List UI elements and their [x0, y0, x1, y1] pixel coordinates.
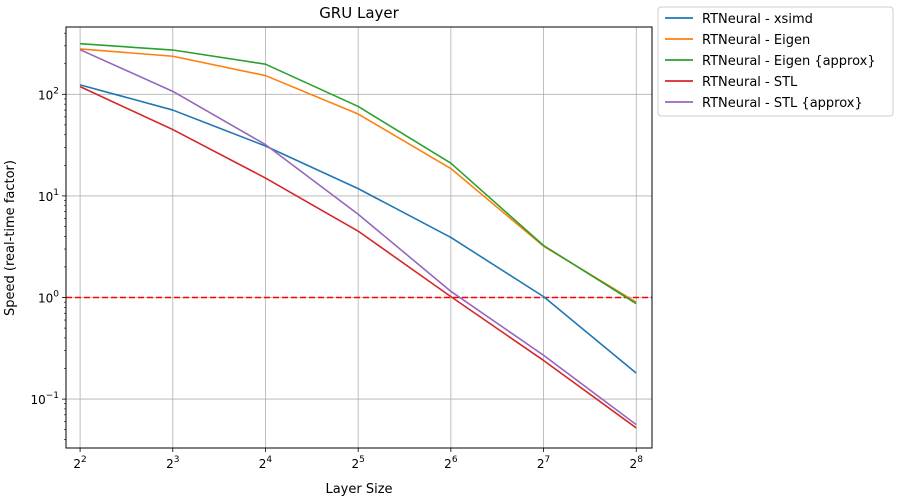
series-line-5 — [79, 48, 637, 426]
x-tick-label: 26 — [444, 455, 458, 471]
y-tick-label: 100 — [38, 290, 59, 306]
x-tick-label: 25 — [351, 455, 364, 471]
legend-label: RTNeural - STL — [702, 75, 798, 90]
y-tick-label: 101 — [38, 188, 59, 204]
x-tick-label: 22 — [73, 455, 86, 471]
grid — [66, 27, 652, 448]
legend-label: RTNeural - Eigen {approx} — [702, 54, 876, 69]
x-axis-title: Layer Size — [325, 482, 392, 497]
legend: RTNeural - xsimd RTNeural - Eigen RTNeural… — [657, 6, 894, 117]
y-tick-label: 10−1 — [30, 391, 59, 407]
y-axis-ticks: 10−1 100 101 102 — [30, 32, 66, 440]
y-axis-title: Speed (real-time factor) — [3, 160, 18, 316]
series-line-1 — [79, 84, 637, 374]
y-tick-label: 102 — [38, 86, 59, 102]
x-axis-ticks: 22 23 24 25 26 27 28 — [73, 448, 643, 471]
legend-label: RTNeural - Eigen — [702, 33, 810, 48]
x-tick-label: 23 — [166, 455, 179, 471]
legend-label: RTNeural - xsimd — [702, 12, 813, 27]
x-tick-label: 24 — [259, 455, 273, 471]
series-line-3 — [80, 42, 637, 305]
legend-label: RTNeural - STL {approx} — [702, 96, 863, 111]
x-tick-label: 27 — [537, 455, 550, 471]
plot-frame — [65, 26, 653, 449]
chart-title: GRU Layer — [319, 4, 399, 22]
series-line-4 — [79, 85, 637, 429]
series-lines — [79, 42, 637, 429]
x-tick-label: 28 — [630, 455, 644, 471]
legend-box — [657, 6, 894, 117]
